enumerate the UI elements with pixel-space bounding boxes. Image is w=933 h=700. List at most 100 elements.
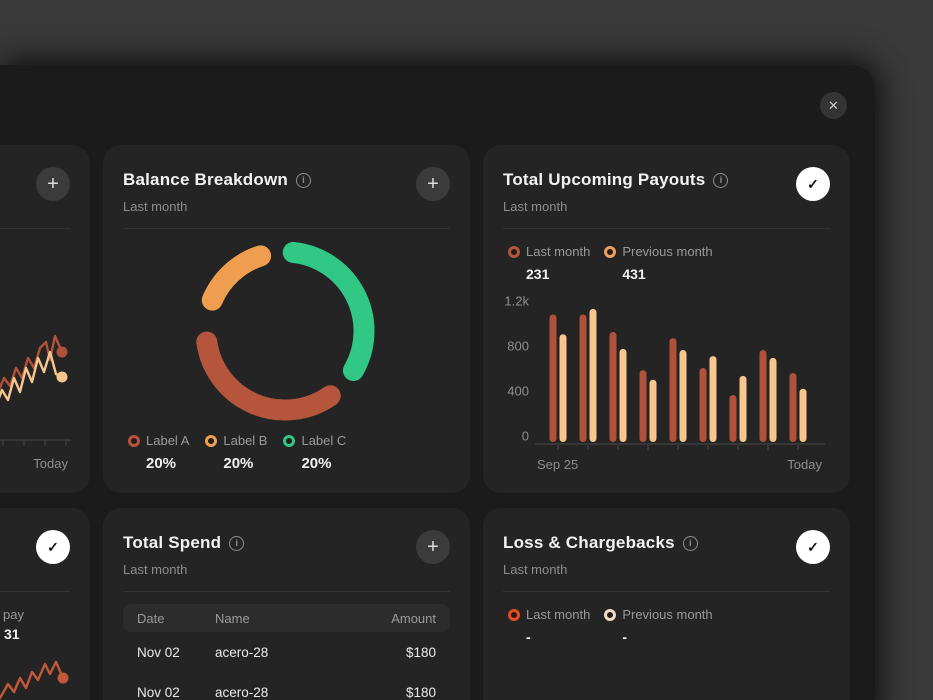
divider	[503, 591, 830, 592]
svg-text:800: 800	[507, 339, 529, 354]
legend-value: 31	[4, 626, 20, 642]
cell-amount: $180	[405, 684, 436, 700]
legend-label: Last month	[526, 244, 591, 259]
cell-date: Nov 02	[137, 684, 180, 700]
card-subtitle: Last month	[503, 199, 568, 214]
added-widget-button[interactable]: ✓	[36, 530, 70, 564]
card-header: Loss & Chargebacks i Last month	[483, 508, 850, 577]
plus-icon: +	[427, 536, 439, 558]
legend-value: 231	[526, 266, 550, 282]
column-header-amount: Amount	[391, 610, 436, 626]
trend-line-chart: Today	[0, 334, 71, 471]
legend-item: Previous month 431	[604, 244, 713, 282]
info-icon[interactable]: i	[229, 535, 245, 551]
legend-dot-icon	[283, 434, 296, 447]
cell-name: acero-28	[215, 684, 269, 700]
legend-label: Label C	[301, 433, 347, 448]
info-icon[interactable]: i	[682, 535, 698, 551]
legend-label: pay	[3, 607, 24, 622]
plus-icon: +	[427, 173, 439, 195]
legend-label: Previous month	[622, 244, 713, 259]
table-header: Date Name Amount	[123, 604, 450, 632]
check-icon: ✓	[807, 539, 819, 555]
card-subtitle: Last month	[123, 199, 188, 214]
added-widget-button[interactable]: ✓	[796, 167, 830, 201]
cell-name: acero-28	[215, 644, 269, 660]
balance-donut-chart	[196, 241, 375, 421]
info-icon[interactable]: i	[713, 172, 729, 188]
legend-item: Last month 231	[508, 244, 590, 282]
legend-value: 20%	[223, 455, 254, 472]
partial-line-chart	[0, 660, 69, 700]
add-widget-button[interactable]: +	[36, 167, 70, 201]
legend-dot-icon	[604, 245, 617, 258]
card-title: Balance Breakdown	[123, 170, 288, 189]
legend-item: Label A 20%	[128, 433, 189, 472]
check-icon: ✓	[807, 176, 819, 192]
card-subtitle: Last month	[123, 562, 188, 577]
legend-value: 431	[622, 266, 646, 282]
legend-label: Last month	[526, 607, 591, 622]
table-row: Nov 02 acero-28 $180	[123, 632, 450, 672]
divider	[0, 591, 70, 592]
legend-item: Label B 20%	[205, 433, 267, 472]
balance-legend: Label A 20% Label B 20% Label C	[128, 433, 346, 472]
close-icon: ✕	[828, 98, 839, 113]
svg-text:Today: Today	[33, 456, 68, 471]
svg-text:Sep 25: Sep 25	[537, 457, 578, 472]
spend-table: Date Name Amount Nov 02 acero-28 $180 No…	[123, 604, 450, 700]
legend-label: Label B	[223, 433, 268, 448]
add-widget-button[interactable]: +	[416, 530, 450, 564]
payouts-bar-chart: 0 400 800 1.2k Sep 25 Today	[504, 294, 825, 472]
table-row: Nov 02 acero-28 $180	[123, 672, 450, 700]
divider	[123, 591, 450, 592]
legend-value: -	[622, 629, 627, 645]
column-header-name: Name	[215, 610, 250, 626]
payouts-legend: Last month 231 Previous month 431	[508, 244, 713, 282]
legend-value: 20%	[146, 455, 177, 472]
widgets-modal: ✕ + Today Balance Breakdown i Last month…	[0, 65, 875, 700]
legend-dot-icon	[508, 608, 520, 621]
divider	[503, 228, 830, 229]
legend-dot-icon	[604, 608, 617, 621]
card-title: Loss & Chargebacks	[503, 533, 675, 552]
svg-text:Today: Today	[787, 457, 822, 472]
column-header-date: Date	[137, 610, 165, 626]
card-total-spend: Total Spend i Last month + Date Name Amo…	[103, 508, 470, 700]
card-title: Total Spend	[123, 533, 222, 552]
card-bottom-partial: ✓ pay 31	[0, 508, 90, 700]
cell-date: Nov 02	[137, 644, 180, 660]
card-title: Total Upcoming Payouts	[503, 170, 706, 189]
legend-label: Label A	[146, 433, 190, 448]
card-header: Balance Breakdown i Last month	[103, 145, 470, 214]
card-balance-breakdown: Balance Breakdown i Last month + Label A…	[103, 145, 470, 493]
card-subtitle: Last month	[503, 562, 568, 577]
legend-dot-icon	[205, 434, 218, 447]
added-widget-button[interactable]: ✓	[796, 530, 830, 564]
legend-label: Previous month	[622, 607, 713, 622]
add-widget-button[interactable]: +	[416, 167, 450, 201]
divider	[0, 228, 70, 229]
card-header: Total Upcoming Payouts i Last month	[483, 145, 850, 214]
legend-item: Last month -	[508, 607, 590, 645]
close-button[interactable]: ✕	[820, 92, 847, 119]
divider	[123, 228, 450, 229]
legend-dot-icon	[128, 434, 140, 447]
card-loss-chargebacks: Loss & Chargebacks i Last month ✓ Last m…	[483, 508, 850, 700]
card-total-upcoming-payouts: Total Upcoming Payouts i Last month ✓ La…	[483, 145, 850, 493]
cell-amount: $180	[405, 644, 436, 660]
card-header: Total Spend i Last month	[103, 508, 470, 577]
svg-text:400: 400	[507, 384, 529, 399]
legend-dot-icon	[508, 245, 520, 258]
svg-text:1.2k: 1.2k	[504, 294, 529, 309]
legend-item: Label C 20%	[283, 433, 346, 472]
card-trend-partial: + Today	[0, 145, 90, 493]
legend-value: -	[526, 629, 531, 645]
plus-icon: +	[47, 173, 59, 195]
legend-value: 20%	[301, 455, 332, 472]
legend-item: Previous month -	[604, 607, 713, 645]
check-icon: ✓	[47, 539, 59, 555]
info-icon[interactable]: i	[295, 172, 311, 188]
svg-text:0: 0	[522, 429, 529, 444]
